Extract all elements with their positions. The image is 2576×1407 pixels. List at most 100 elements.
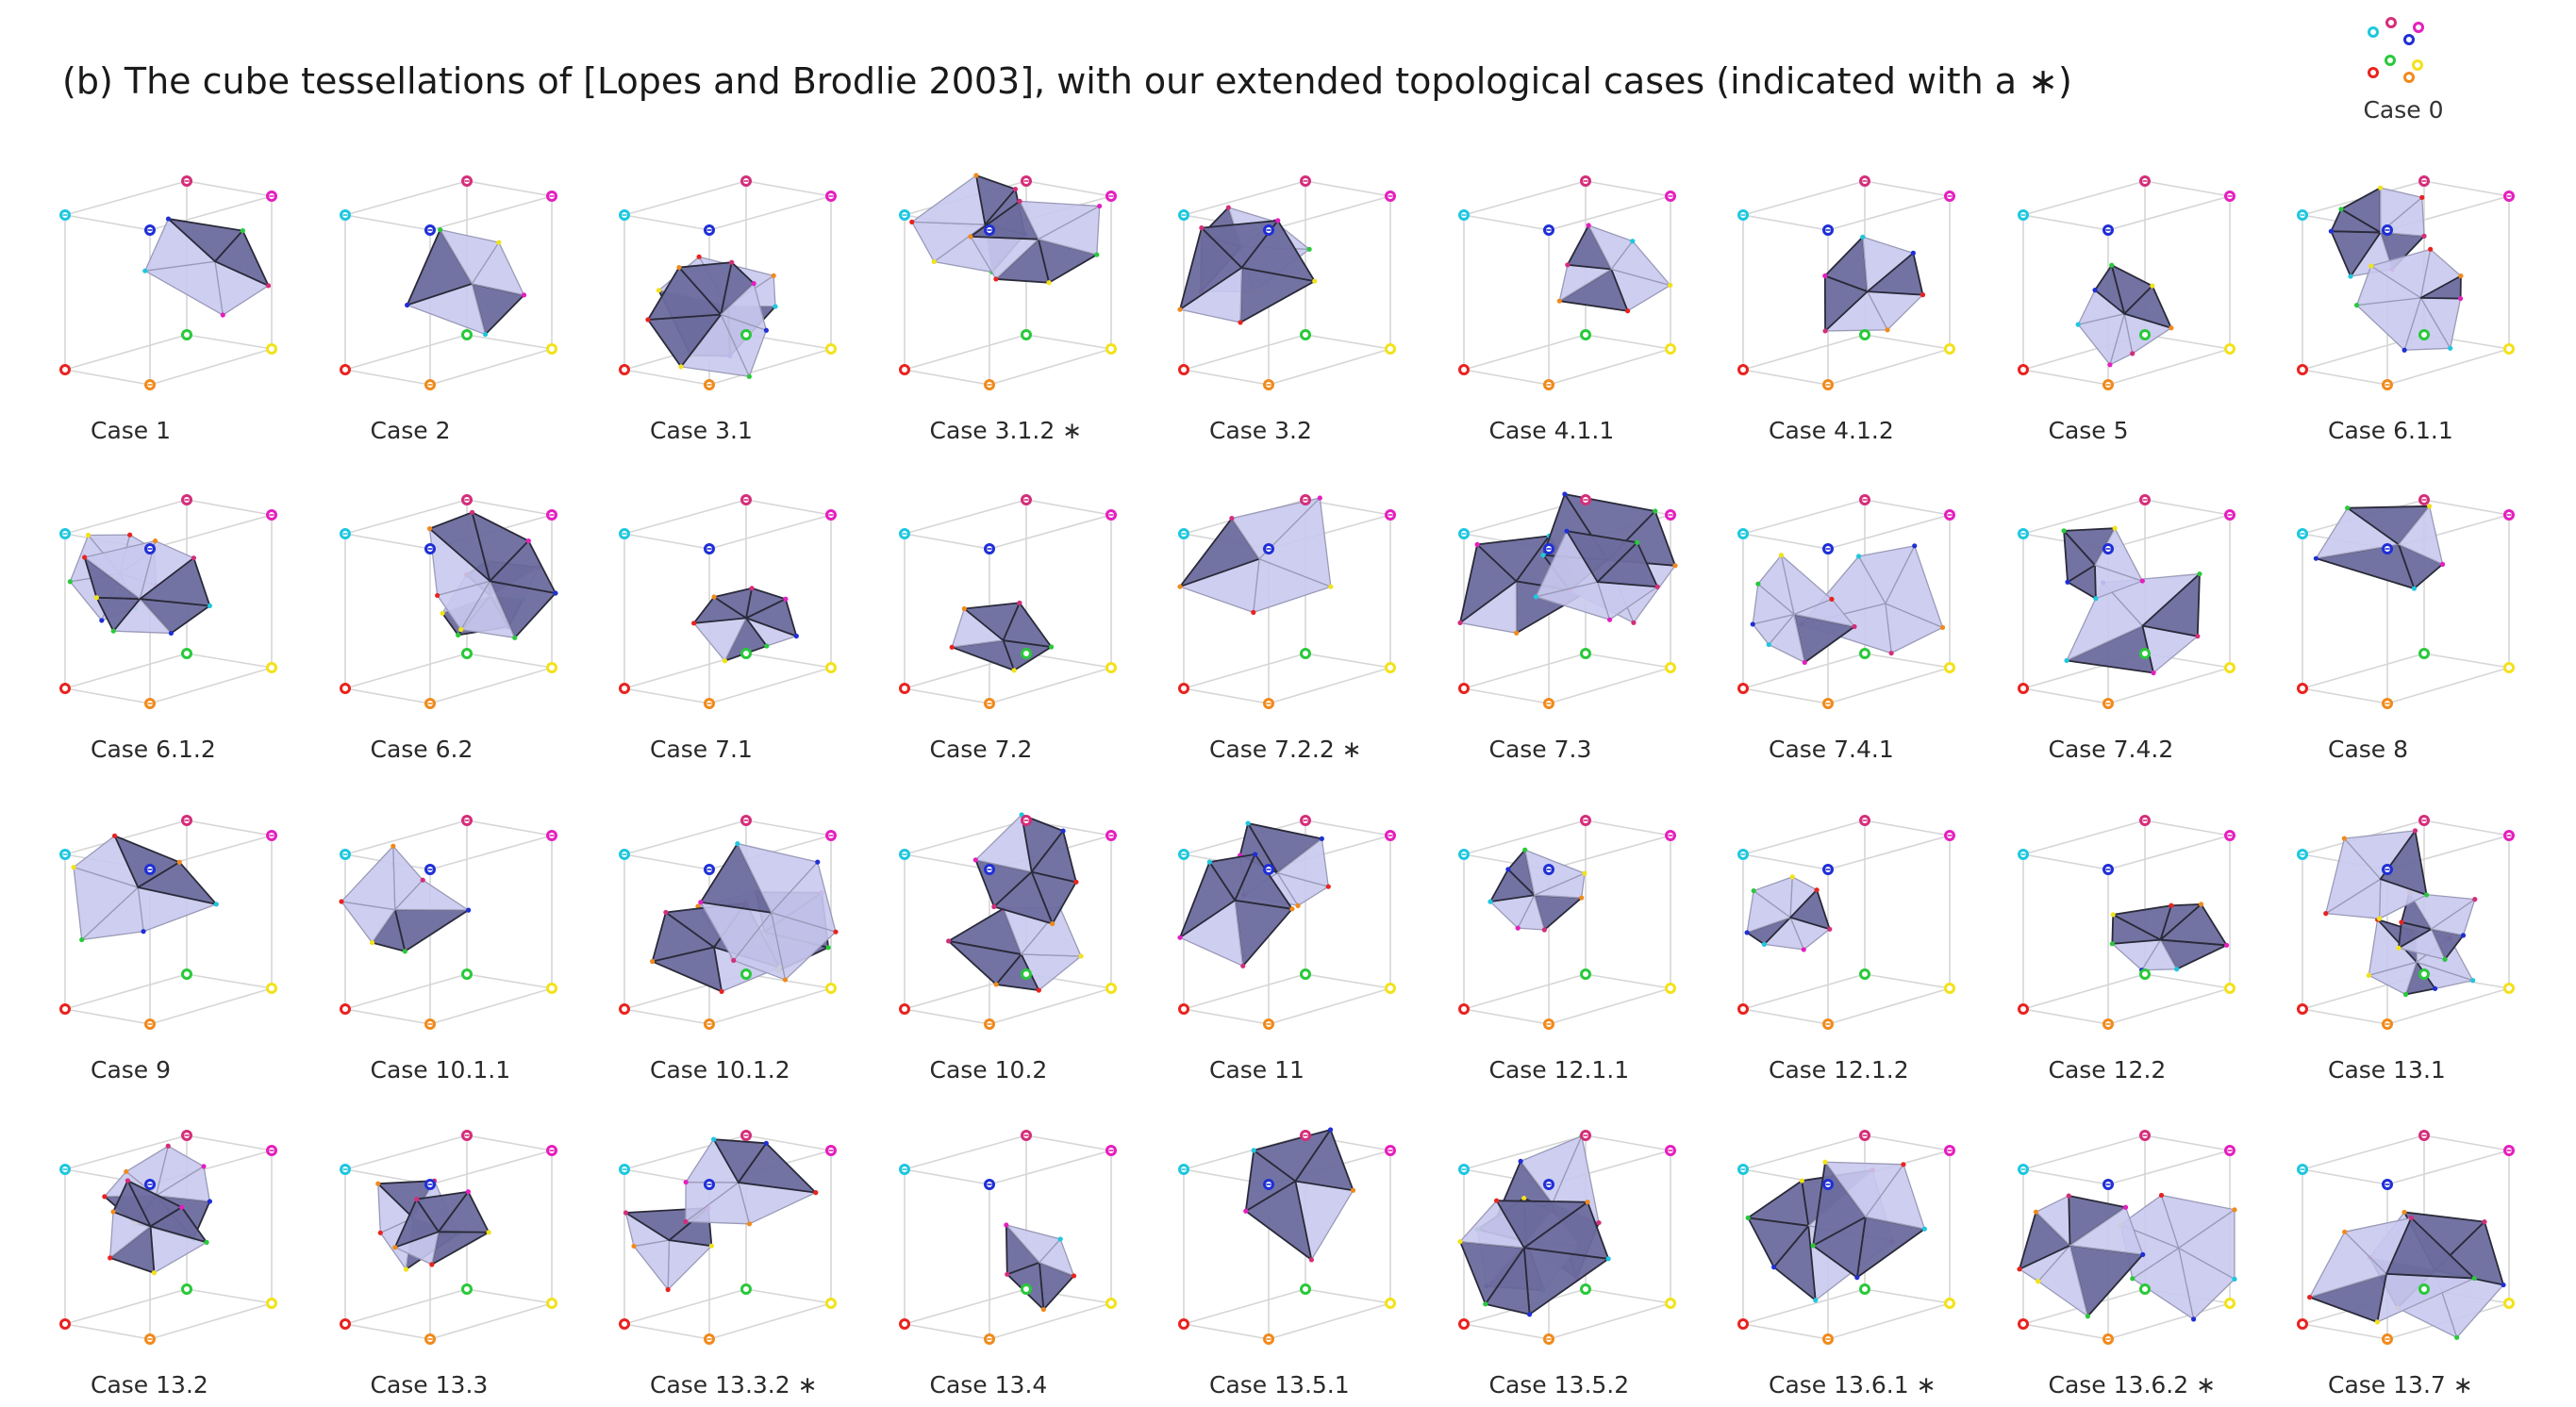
mesh-vertex xyxy=(2139,578,2145,584)
case-label: Case 13.6.1 ∗ xyxy=(1769,1371,1936,1399)
corner-marker-btr xyxy=(2223,662,2235,673)
case-label: Case 6.1.2 xyxy=(91,736,216,763)
case-cell: Case 10.2 xyxy=(897,809,1152,1092)
mesh-triangle xyxy=(2177,1209,2235,1281)
corner-marker-bbl xyxy=(339,683,351,694)
mesh-vertex xyxy=(455,632,460,637)
mesh-triangle xyxy=(2141,572,2201,637)
case-label: Case 6.1.1 xyxy=(2328,417,2453,444)
corner-marker-btr xyxy=(1105,662,1117,673)
cube-corner-markers xyxy=(898,815,1117,1030)
mesh-vertex xyxy=(2194,634,2200,639)
mesh-vertex xyxy=(1319,836,1324,842)
cube-tessellation-diagram xyxy=(2297,494,2515,709)
mesh-vertex xyxy=(815,859,821,865)
mesh-vertex xyxy=(1605,1256,1611,1262)
mesh-vertex xyxy=(1888,650,1894,656)
mesh-vertex xyxy=(663,909,669,916)
mesh-vertex xyxy=(2307,1295,2313,1300)
case-cell: Case 7.2 xyxy=(897,488,1152,771)
mesh-triangle xyxy=(1002,602,1052,648)
mesh-triangle xyxy=(139,556,211,607)
cube-tessellation-diagram xyxy=(2297,815,2515,1030)
cube-wireframe xyxy=(1742,499,1951,704)
mesh-vertex xyxy=(2173,967,2179,972)
corner-marker-btl xyxy=(1300,648,1311,659)
corner-marker-btr xyxy=(266,983,277,994)
mesh-vertex xyxy=(1802,659,1807,666)
case-label: Case 13.5.2 xyxy=(1488,1371,1630,1399)
corner-marker-btr xyxy=(2503,662,2515,673)
mesh-vertex xyxy=(374,1181,380,1186)
mesh-vertex xyxy=(1771,1265,1777,1270)
mesh-vertex xyxy=(2231,1276,2237,1282)
cube-tessellation-diagram xyxy=(2017,175,2235,390)
isosurface-mesh xyxy=(2313,504,2446,591)
case-cell: Case 13.3.2 ∗ xyxy=(617,1124,872,1407)
mesh-vertex xyxy=(1630,620,1637,625)
cube-tessellation-diagram xyxy=(619,1130,837,1345)
case-cell: Case 13.7 ∗ xyxy=(2295,1124,2550,1407)
isosurface-mesh xyxy=(1744,874,1833,952)
case-cell: Case 8 xyxy=(2295,488,2550,771)
cube-corner-markers xyxy=(59,815,277,1030)
mesh-vertex xyxy=(486,1230,491,1235)
mesh-vertex xyxy=(2460,933,2467,938)
mesh-vertex xyxy=(1071,1273,1076,1279)
cube-tessellation-diagram xyxy=(2017,815,2235,1030)
isosurface-mesh xyxy=(1003,1222,1076,1313)
cube-corner-markers xyxy=(59,494,277,709)
cube-corner-markers xyxy=(898,494,1117,709)
mesh-vertex xyxy=(204,1239,209,1245)
mesh-vertex xyxy=(2231,1207,2237,1213)
corner-marker-btr xyxy=(825,983,837,994)
cube-corner-markers xyxy=(1737,175,1955,390)
mesh-vertex xyxy=(771,273,776,278)
mesh-vertex xyxy=(763,327,770,333)
mesh-vertex xyxy=(1827,926,1833,932)
mesh-vertex xyxy=(2060,528,2067,534)
cube-tessellation-diagram xyxy=(898,494,1117,709)
mesh-vertex xyxy=(1541,927,1547,933)
corner-marker-btr xyxy=(2503,343,2515,355)
mesh-vertex xyxy=(990,903,996,910)
mesh-vertex xyxy=(377,1230,383,1235)
mesh-vertex xyxy=(2033,1209,2038,1215)
mesh-vertex xyxy=(525,538,531,544)
mesh-triangle xyxy=(2379,829,2428,896)
mesh-vertex xyxy=(2341,836,2348,841)
corner-marker-btl xyxy=(740,648,752,659)
cube-wireframe xyxy=(1742,819,1951,1025)
mesh-vertex xyxy=(1327,1127,1334,1133)
case-cell: Case 13.5.1 xyxy=(1176,1124,1431,1407)
corner-marker-btr xyxy=(1105,1298,1117,1309)
corner-marker-bbl xyxy=(2017,1318,2029,1330)
mesh-vertex xyxy=(1885,327,1890,333)
mesh-vertex xyxy=(782,977,789,983)
isosurface-mesh xyxy=(1177,820,1331,968)
mesh-triangle xyxy=(633,1239,671,1291)
mesh-vertex xyxy=(2374,1319,2380,1325)
mesh-triangle xyxy=(1793,598,1855,628)
mesh-vertex xyxy=(1059,828,1066,834)
corner-marker-btr xyxy=(1105,343,1117,355)
mesh-vertex xyxy=(2412,828,2418,834)
mesh-vertex xyxy=(165,216,172,222)
corner-marker-bbl xyxy=(2297,1003,2308,1015)
isosurface-mesh xyxy=(2323,828,2478,998)
corner-marker-bbl xyxy=(1457,1318,1470,1330)
mesh-vertex xyxy=(631,1243,637,1250)
mesh-vertex xyxy=(2223,942,2229,948)
corner-marker-btr xyxy=(1944,1298,1955,1309)
corner-marker-btr xyxy=(1944,983,1955,994)
mesh-vertex xyxy=(2338,207,2344,212)
cube-tessellation-diagram xyxy=(1737,1130,1955,1345)
isosurface-mesh xyxy=(1487,847,1587,933)
corner-marker-bbl xyxy=(339,1318,351,1330)
mesh-vertex xyxy=(1245,820,1251,826)
corner-marker-bbl xyxy=(1737,1318,1749,1330)
corner-marker-bbl xyxy=(619,1003,630,1015)
case-cell: Case 3.1 xyxy=(617,170,872,453)
corner-marker-btl xyxy=(181,648,192,659)
mesh-vertex xyxy=(2454,1334,2460,1340)
